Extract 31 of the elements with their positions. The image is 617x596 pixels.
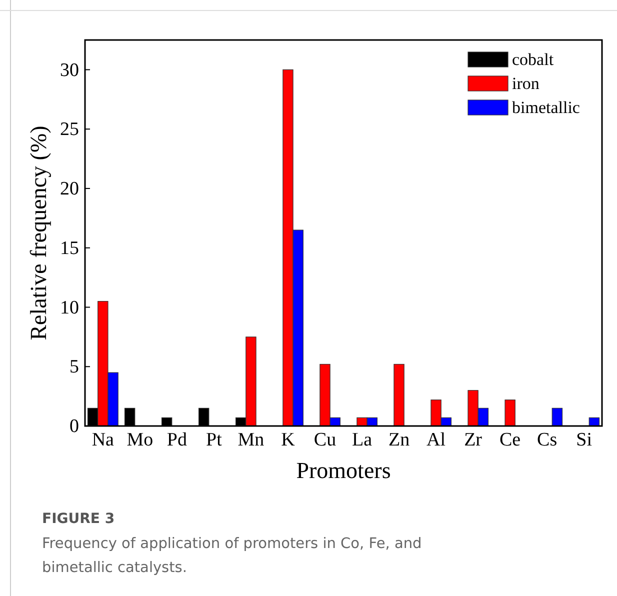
y-tick-label: 25	[60, 119, 79, 140]
x-axis-title: Promoters	[296, 458, 391, 483]
bar	[504, 400, 516, 426]
legend-label: bimetallic	[512, 98, 580, 117]
x-tick-label: Mo	[126, 429, 154, 450]
y-tick-label: 0	[70, 416, 79, 438]
text: Frequency of application of promoters in Co, Fe, and bimetallic catalysts.	[42, 536, 422, 576]
x-tick-label: K	[281, 429, 296, 450]
x-tick-label: Zn	[388, 429, 410, 450]
x-tick-label: Pd	[166, 429, 188, 450]
x-tick-label: Na	[92, 429, 115, 450]
x-tick-label: Al	[426, 429, 446, 450]
y-axis-title: Relative frequency (%)	[26, 126, 51, 340]
x-tick-label: Cs	[537, 429, 558, 450]
legend-label: cobalt	[512, 50, 554, 69]
bar	[552, 408, 563, 426]
y-tick-label: 30	[60, 60, 79, 81]
y-tick-label: 20	[60, 178, 79, 200]
caption: FIGURE 3	[42, 511, 115, 527]
y-tick-label: 10	[60, 297, 79, 318]
legend-label: iron	[512, 74, 540, 93]
y-tick-label: 5	[70, 356, 79, 378]
x-tick-label: Mn	[238, 429, 265, 450]
y-tick-label: 15	[60, 238, 79, 259]
x-tick-label: Cu	[314, 429, 337, 450]
x-tick-label: La	[352, 429, 373, 450]
bar	[394, 364, 404, 426]
x-tick-label: Pt	[206, 429, 223, 450]
x-tick-label: Zr	[464, 429, 483, 450]
x-tick-label: Si	[576, 429, 592, 450]
x-tick-label: Ce	[500, 429, 521, 450]
